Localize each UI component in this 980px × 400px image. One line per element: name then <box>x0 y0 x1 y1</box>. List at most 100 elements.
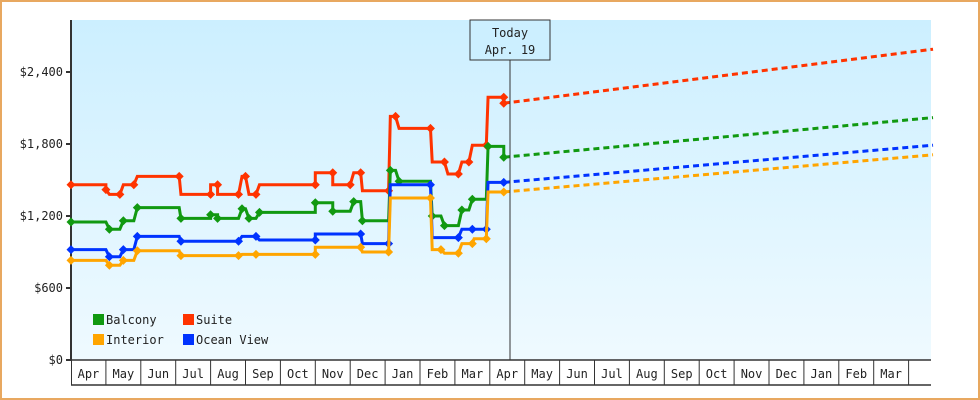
legend-label: Ocean View <box>196 333 269 347</box>
data-point-marker <box>483 141 493 151</box>
x-month-label: Mar <box>880 367 902 381</box>
data-point-marker <box>385 165 395 175</box>
x-month-label: Aug <box>636 367 658 381</box>
x-month-label: Nov <box>741 367 763 381</box>
data-point-marker <box>176 213 186 223</box>
data-point-marker <box>391 111 401 121</box>
x-month-label: Dec <box>776 367 798 381</box>
data-point-marker <box>251 189 261 199</box>
data-point-marker <box>132 246 142 256</box>
data-point-marker <box>244 213 254 223</box>
data-point-marker <box>453 233 463 243</box>
data-point-marker <box>176 251 186 261</box>
forecast-line-ocean-view <box>503 143 934 184</box>
data-point-marker <box>115 189 125 199</box>
data-point-marker <box>101 185 111 195</box>
data-point-marker <box>457 205 467 215</box>
data-point-marker <box>104 224 114 234</box>
data-point-marker <box>481 234 491 244</box>
forecast-line-interior <box>503 153 934 194</box>
data-point-marker <box>356 242 366 252</box>
plot-area <box>71 20 931 360</box>
data-point-marker <box>118 245 128 255</box>
data-point-marker <box>118 255 128 265</box>
forecast-line-balcony <box>503 116 934 159</box>
legend-swatch-suite <box>183 314 194 325</box>
data-point-marker <box>132 203 142 213</box>
x-month-label: Apr <box>496 367 518 381</box>
y-tick-label: $2,400 <box>20 65 63 79</box>
data-point-marker <box>251 231 261 241</box>
data-point-marker <box>66 245 76 255</box>
data-point-marker <box>213 180 223 190</box>
x-axis: Apr May Jun Jul Aug Sep Oct Nov Dec Jan Feb Mar Apr M… <box>71 359 931 386</box>
data-point-marker <box>310 249 320 259</box>
forecast-line-suite <box>503 47 934 105</box>
legend: Balcony Suite Interior Ocean View <box>93 313 269 347</box>
x-month-label: Apr <box>78 367 100 381</box>
x-month-label: Sep <box>671 367 693 381</box>
y-tick-label: $1,800 <box>20 137 63 151</box>
x-month-label: Sep <box>252 367 274 381</box>
data-point-marker <box>439 221 449 231</box>
data-point-marker <box>384 247 394 257</box>
data-point-marker <box>345 180 355 190</box>
x-month-label: Oct <box>287 367 309 381</box>
x-month-label: Jun <box>566 367 588 381</box>
x-month-label: Oct <box>706 367 728 381</box>
y-tick-label: $600 <box>34 281 63 295</box>
today-box <box>469 19 551 61</box>
x-month-label: Nov <box>322 367 344 381</box>
legend-label: Interior <box>106 333 164 347</box>
data-point-marker <box>118 216 128 226</box>
legend-swatch-ocean-view <box>183 334 194 345</box>
data-point-marker <box>453 169 463 179</box>
data-point-marker <box>241 171 250 181</box>
legend-label: Suite <box>196 313 232 327</box>
y-tick-label: $1,200 <box>20 209 63 223</box>
data-point-marker <box>453 248 463 258</box>
legend-label: Balcony <box>106 313 157 327</box>
today-marker: Today Apr. 19 <box>469 19 551 360</box>
data-point-marker <box>129 180 139 190</box>
data-point-marker <box>436 245 446 255</box>
data-point-marker <box>328 206 338 216</box>
data-point-marker <box>310 235 320 245</box>
x-month-label: Jul <box>182 367 204 381</box>
data-point-marker <box>132 231 142 241</box>
data-point-marker <box>356 168 366 178</box>
data-point-marker <box>356 229 366 239</box>
data-point-marker <box>234 236 244 246</box>
data-point-marker <box>104 252 114 262</box>
data-point-marker <box>310 180 320 190</box>
series-line-balcony <box>71 144 506 231</box>
x-month-label: Feb <box>427 367 449 381</box>
legend-swatch-interior <box>93 334 104 345</box>
x-month-label: Dec <box>357 367 379 381</box>
x-month-label: Mar <box>462 367 484 381</box>
data-point-marker <box>467 194 477 204</box>
x-month-label: Aug <box>217 367 239 381</box>
today-label: Today <box>492 26 528 40</box>
y-tick-label: $0 <box>49 353 63 367</box>
data-point-marker <box>104 260 114 270</box>
series-group <box>66 47 934 270</box>
x-month-label: Jul <box>601 367 623 381</box>
x-month-label: May <box>531 367 553 381</box>
x-month-label: Feb <box>845 367 867 381</box>
data-point-marker <box>310 198 320 208</box>
data-point-marker <box>349 197 359 207</box>
data-point-marker <box>467 224 477 234</box>
data-point-marker <box>66 255 76 265</box>
data-point-marker <box>357 216 367 226</box>
data-point-marker <box>66 180 76 190</box>
data-point-marker <box>439 157 449 167</box>
data-point-marker <box>425 193 435 203</box>
data-point-marker <box>237 204 247 214</box>
data-point-marker <box>425 180 435 190</box>
data-point-marker <box>251 249 261 259</box>
y-axis: $0 $600 $1,200 $1,800 $2,400 <box>20 20 72 367</box>
today-date: Apr. 19 <box>485 43 536 57</box>
data-point-marker <box>499 92 509 102</box>
data-point-marker <box>174 171 184 181</box>
